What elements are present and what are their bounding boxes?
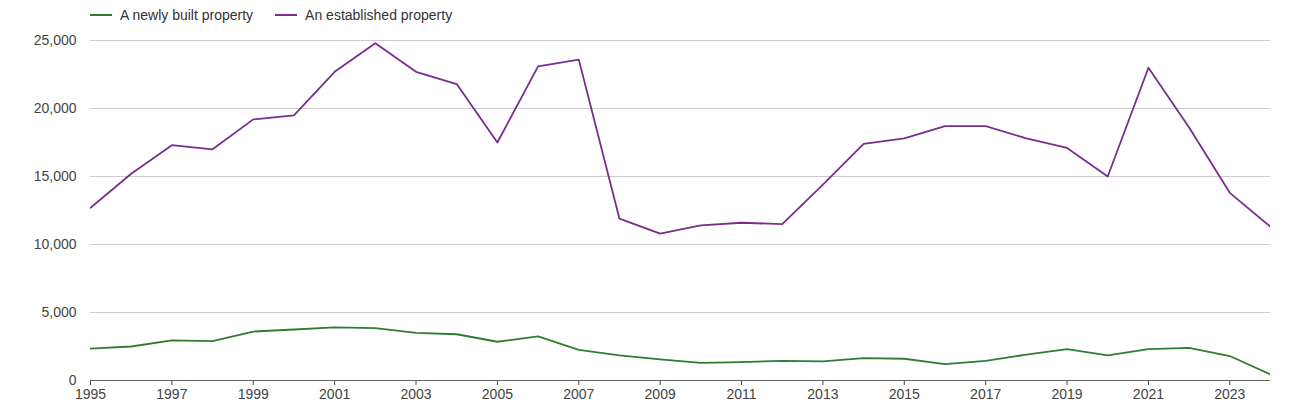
svg-text:2001: 2001 bbox=[319, 386, 350, 402]
svg-text:2011: 2011 bbox=[726, 386, 756, 402]
svg-text:2013: 2013 bbox=[807, 386, 838, 402]
svg-text:2009: 2009 bbox=[645, 386, 676, 402]
svg-text:2021: 2021 bbox=[1133, 386, 1164, 402]
svg-text:1995: 1995 bbox=[75, 386, 106, 402]
svg-text:15,000: 15,000 bbox=[34, 168, 77, 184]
svg-text:0: 0 bbox=[68, 372, 77, 388]
svg-text:2003: 2003 bbox=[400, 386, 431, 402]
svg-text:2005: 2005 bbox=[482, 386, 513, 402]
svg-text:5,000: 5,000 bbox=[41, 304, 76, 320]
svg-text:2007: 2007 bbox=[563, 386, 594, 402]
html-text:An established property: An established property bbox=[305, 7, 453, 23]
svg-text:2015: 2015 bbox=[889, 386, 920, 402]
svg-text:2023: 2023 bbox=[1214, 386, 1245, 402]
svg-text:10,000: 10,000 bbox=[34, 236, 77, 252]
svg-text:1997: 1997 bbox=[156, 386, 187, 402]
svg-text:1999: 1999 bbox=[238, 386, 269, 402]
svg-text:2017: 2017 bbox=[970, 386, 1001, 402]
svg-text:25,000: 25,000 bbox=[34, 32, 77, 48]
svg-text:20,000: 20,000 bbox=[34, 100, 77, 116]
svg-text:2019: 2019 bbox=[1051, 386, 1082, 402]
html-text:A newly built property: A newly built property bbox=[120, 7, 254, 23]
